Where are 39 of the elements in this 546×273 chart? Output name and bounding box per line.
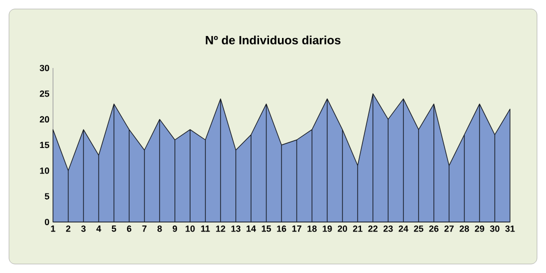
x-tick-label: 1 [51,226,56,232]
x-tick-label: 19 [322,226,332,232]
x-tick-label: 5 [112,226,116,232]
x-tick-label: 27 [444,226,454,232]
x-tick-label: 21 [353,226,362,232]
x-tick-label: 31 [505,226,515,232]
x-tick-label: 26 [429,226,438,232]
x-tick-label: 12 [216,226,226,232]
x-tick-label: 15 [262,226,272,232]
x-tick-label: 11 [201,226,210,232]
x-tick-label: 30 [490,226,500,232]
x-tick-label: 13 [231,226,240,232]
y-tick-label: 20 [40,116,50,123]
y-tick-label: 30 [40,64,50,72]
x-tick-label: 22 [368,226,378,232]
x-tick-label: 17 [292,226,302,232]
x-tick-label: 2 [66,226,70,232]
y-tick-label: 10 [40,167,50,174]
x-tick-label: 28 [460,226,470,232]
x-tick-label: 29 [474,226,484,232]
x-tick-label: 7 [142,226,147,232]
y-tick-label: 5 [44,193,50,200]
x-tick-label: 3 [81,226,86,232]
y-tick-label: 15 [40,142,50,148]
y-tick-label: 0 [44,218,50,226]
x-tick-label: 9 [172,226,178,232]
chart-title: Nº de Individuos diarios [206,36,340,44]
x-tick-label: 18 [308,226,317,232]
x-tick-label: 6 [127,226,132,232]
x-tick-label: 4 [96,226,102,232]
x-tick-label: 8 [157,226,162,232]
x-tick-label: 10 [186,226,195,232]
x-tick-label: 25 [414,226,424,232]
x-tick-label: 23 [383,226,393,232]
x-tick-label: 14 [246,226,256,232]
y-tick-label: 25 [40,90,50,97]
x-tick-label: 20 [338,226,348,232]
x-tick-label: 16 [277,226,286,232]
x-tick-label: 24 [398,226,408,232]
